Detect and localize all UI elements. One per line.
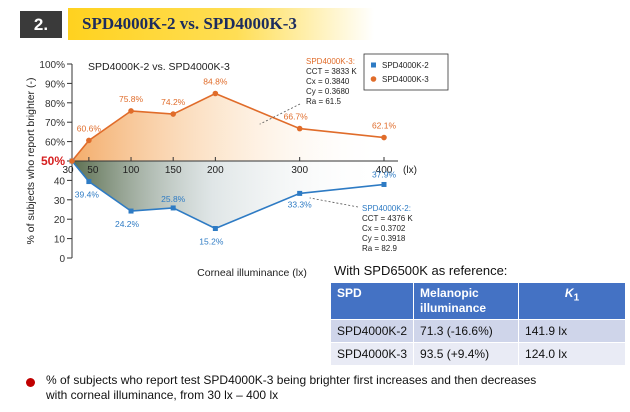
x-tick-label: 300 bbox=[291, 165, 308, 176]
row-melanopic: 93.5 (+9.4%) bbox=[413, 342, 520, 366]
annotation-leader-spd4000k-3 bbox=[259, 103, 301, 125]
row-spd: SPD4000K-3 bbox=[329, 342, 415, 366]
x-axis-label: Corneal illuminance (lx) bbox=[197, 267, 307, 279]
data-point bbox=[86, 137, 92, 144]
data-label: 62.1% bbox=[372, 121, 397, 131]
data-point bbox=[128, 208, 134, 214]
data-point bbox=[297, 190, 303, 196]
annotation-line-spd4000k-2: Cy = 0.3918 bbox=[362, 234, 406, 243]
legend-label: SPD4000K-2 bbox=[382, 61, 429, 70]
annotation-line-spd4000k-3: CCT = 3833 K bbox=[306, 67, 357, 76]
chart-title: SPD4000K-2 vs. SPD4000K-3 bbox=[88, 61, 230, 73]
annotation-line-spd4000k-3: Ra = 61.5 bbox=[306, 97, 341, 106]
legend-label: SPD4000K-3 bbox=[382, 75, 429, 84]
y-tick-label: 50% bbox=[41, 154, 65, 168]
header-k1: K1 bbox=[518, 282, 627, 320]
data-label: 75.8% bbox=[119, 94, 144, 104]
data-label: 74.2% bbox=[161, 97, 186, 107]
y-tick-label: 90% bbox=[45, 79, 65, 90]
data-label: 60.6% bbox=[77, 123, 102, 133]
data-point bbox=[212, 90, 219, 97]
x-unit-label: (lx) bbox=[403, 165, 417, 176]
y-tick-label: 100% bbox=[39, 60, 65, 71]
annotation-line-spd4000k-3: Cy = 0.3680 bbox=[306, 87, 350, 96]
slide-title: SPD4000K-2 vs. SPD4000K-3 bbox=[82, 14, 297, 33]
y-tick-label: 60% bbox=[45, 138, 65, 149]
y-tick-label: 80% bbox=[45, 99, 65, 110]
y-axis-label: % of subjects who report brighter (-) bbox=[25, 78, 37, 245]
annotation-line-spd4000k-3: SPD4000K-3: bbox=[306, 57, 355, 66]
annotation-line-spd4000k-2: CCT = 4376 K bbox=[362, 214, 413, 223]
annotation-leader-spd4000k-2 bbox=[309, 197, 359, 208]
data-label: 84.8% bbox=[203, 76, 228, 86]
x-tick-label: 150 bbox=[165, 165, 182, 176]
x-tick-label: 100 bbox=[123, 165, 140, 176]
header-melanopic: Melanopic illuminance bbox=[413, 282, 520, 320]
header-melanopic-line1: Melanopic bbox=[420, 286, 479, 300]
row-k1: 124.0 lx bbox=[518, 342, 627, 366]
bullet-icon bbox=[26, 378, 35, 387]
y-tick-label: 20 bbox=[54, 215, 66, 226]
area-spd4000k-3 bbox=[72, 93, 384, 161]
data-label: 66.7% bbox=[284, 112, 309, 122]
data-point bbox=[86, 179, 92, 185]
header-melanopic-line2: illuminance bbox=[420, 301, 487, 315]
x-tick-label: 50 bbox=[87, 165, 99, 176]
x-tick-label: 400 bbox=[376, 165, 393, 176]
y-tick-label: 10 bbox=[54, 235, 66, 246]
legend-marker bbox=[371, 62, 376, 68]
header-k-symbol: K bbox=[564, 286, 574, 300]
title-bar bbox=[68, 8, 374, 40]
data-point bbox=[381, 181, 387, 187]
data-point bbox=[128, 108, 134, 114]
annotation-line-spd4000k-2: Ra = 82.9 bbox=[362, 244, 397, 253]
x-tick-label: 30 bbox=[62, 165, 74, 176]
y-tick-label: 70% bbox=[45, 118, 65, 129]
reference-title: With SPD6500K as reference: bbox=[334, 263, 508, 278]
data-label: 15.2% bbox=[199, 237, 224, 247]
annotation-line-spd4000k-2: SPD4000K-2: bbox=[362, 204, 411, 213]
slide-number: 2. bbox=[20, 11, 62, 38]
data-point bbox=[381, 134, 387, 141]
annotation-line-spd4000k-2: Cx = 0.3702 bbox=[362, 224, 406, 233]
data-point bbox=[296, 125, 303, 132]
y-tick-label: 0 bbox=[59, 254, 65, 265]
legend-box bbox=[363, 53, 449, 91]
data-label: 24.2% bbox=[115, 219, 140, 229]
row-melanopic: 71.3 (-16.6%) bbox=[413, 319, 520, 343]
header-spd: SPD bbox=[329, 282, 415, 320]
legend-marker bbox=[370, 76, 377, 82]
annotation-line-spd4000k-3: Cx = 0.3840 bbox=[306, 77, 350, 86]
conclusion-note: % of subjects who report test SPD4000K-3… bbox=[46, 373, 537, 402]
data-label: 25.8% bbox=[161, 194, 186, 204]
data-label: 33.3% bbox=[288, 199, 313, 209]
data-label: 39.4% bbox=[75, 190, 100, 200]
reference-table: SPD Melanopic illuminance K1 SPD4000K-2 7… bbox=[329, 282, 627, 366]
row-k1: 141.9 lx bbox=[518, 319, 627, 343]
data-point bbox=[170, 205, 176, 211]
y-tick-label: 30 bbox=[54, 196, 66, 207]
x-tick-label: 200 bbox=[207, 165, 224, 176]
data-point bbox=[170, 111, 176, 117]
area-spd4000k-2 bbox=[72, 161, 384, 229]
data-point bbox=[69, 158, 75, 164]
table-row: SPD4000K-3 93.5 (+9.4%) 124.0 lx bbox=[329, 342, 627, 366]
row-spd: SPD4000K-2 bbox=[329, 319, 415, 343]
y-tick-label: 40 bbox=[54, 176, 66, 187]
data-label: 37.9% bbox=[372, 169, 397, 179]
reference-table-header: SPD Melanopic illuminance K1 bbox=[329, 282, 627, 320]
data-point bbox=[212, 226, 218, 232]
header-k-subscript: 1 bbox=[573, 292, 580, 304]
table-row: SPD4000K-2 71.3 (-16.6%) 141.9 lx bbox=[329, 319, 627, 343]
